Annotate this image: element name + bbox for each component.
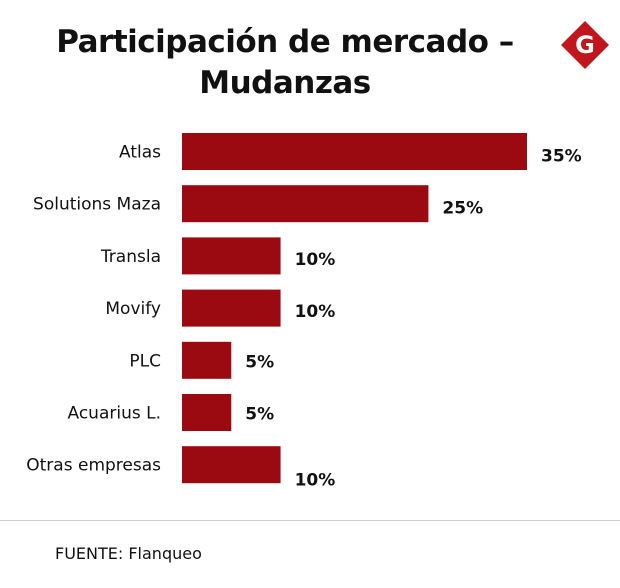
category-label: Otras empresas xyxy=(26,456,161,476)
value-label: 25% xyxy=(442,199,483,219)
bar-6 xyxy=(182,446,281,484)
chart-title: Participación de mercado – Mudanzas xyxy=(40,22,530,104)
bar-3 xyxy=(182,289,281,327)
bar-1 xyxy=(182,185,429,223)
logo-letter: G xyxy=(575,31,595,59)
g-diamond-logo-icon: G xyxy=(561,21,609,69)
footer-divider xyxy=(0,520,620,521)
value-label: 10% xyxy=(295,250,336,270)
bar-2 xyxy=(182,237,281,275)
category-label: Atlas xyxy=(119,143,161,163)
value-label: 5% xyxy=(245,405,274,425)
category-label: Solutions Maza xyxy=(33,195,161,215)
bar-chart: Atlas 35% Solutions Maza 25% Transla 10% Movif… xyxy=(26,133,582,491)
category-label: Acuarius L. xyxy=(68,404,162,424)
value-label: 5% xyxy=(245,352,274,372)
category-label: Transla xyxy=(100,247,161,267)
bar-5 xyxy=(182,394,232,431)
chart-title-line1: Participación de mercado – xyxy=(56,24,514,60)
source-note: FUENTE: Flanqueo xyxy=(55,544,202,563)
bar-0 xyxy=(182,133,527,170)
value-label: 35% xyxy=(541,147,582,167)
bar-4 xyxy=(182,341,232,379)
value-label: 10% xyxy=(295,302,336,322)
chart-title-line2: Mudanzas xyxy=(199,65,371,101)
category-label: Movify xyxy=(105,299,161,319)
category-label: PLC xyxy=(129,351,161,371)
logo-diamond-shape xyxy=(561,21,609,69)
value-label: 10% xyxy=(295,471,336,491)
